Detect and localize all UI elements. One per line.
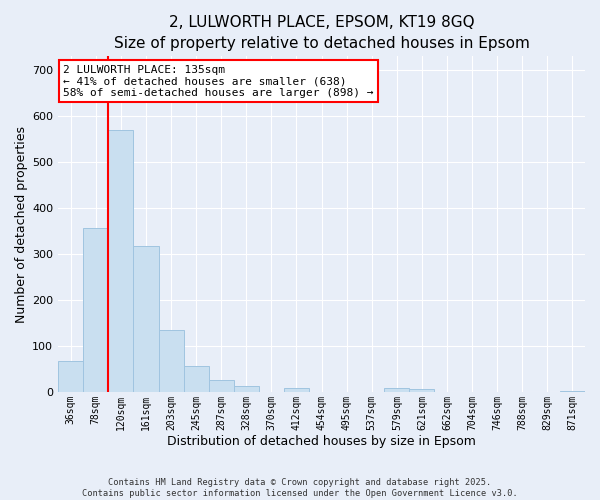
Bar	[284, 388, 309, 392]
Bar	[184, 366, 209, 392]
Text: 2 LULWORTH PLACE: 135sqm
← 41% of detached houses are smaller (638)
58% of semi-: 2 LULWORTH PLACE: 135sqm ← 41% of detach…	[64, 64, 374, 98]
Bar	[234, 386, 259, 392]
Bar	[109, 130, 133, 392]
Text: Contains HM Land Registry data © Crown copyright and database right 2025.
Contai: Contains HM Land Registry data © Crown c…	[82, 478, 518, 498]
Bar	[384, 388, 409, 392]
Bar	[83, 228, 109, 392]
Y-axis label: Number of detached properties: Number of detached properties	[15, 126, 28, 323]
X-axis label: Distribution of detached houses by size in Epsom: Distribution of detached houses by size …	[167, 434, 476, 448]
Bar	[133, 246, 158, 392]
Bar	[209, 380, 234, 392]
Bar	[158, 330, 184, 392]
Title: 2, LULWORTH PLACE, EPSOM, KT19 8GQ
Size of property relative to detached houses : 2, LULWORTH PLACE, EPSOM, KT19 8GQ Size …	[113, 15, 530, 51]
Bar	[58, 361, 83, 392]
Bar	[409, 388, 434, 392]
